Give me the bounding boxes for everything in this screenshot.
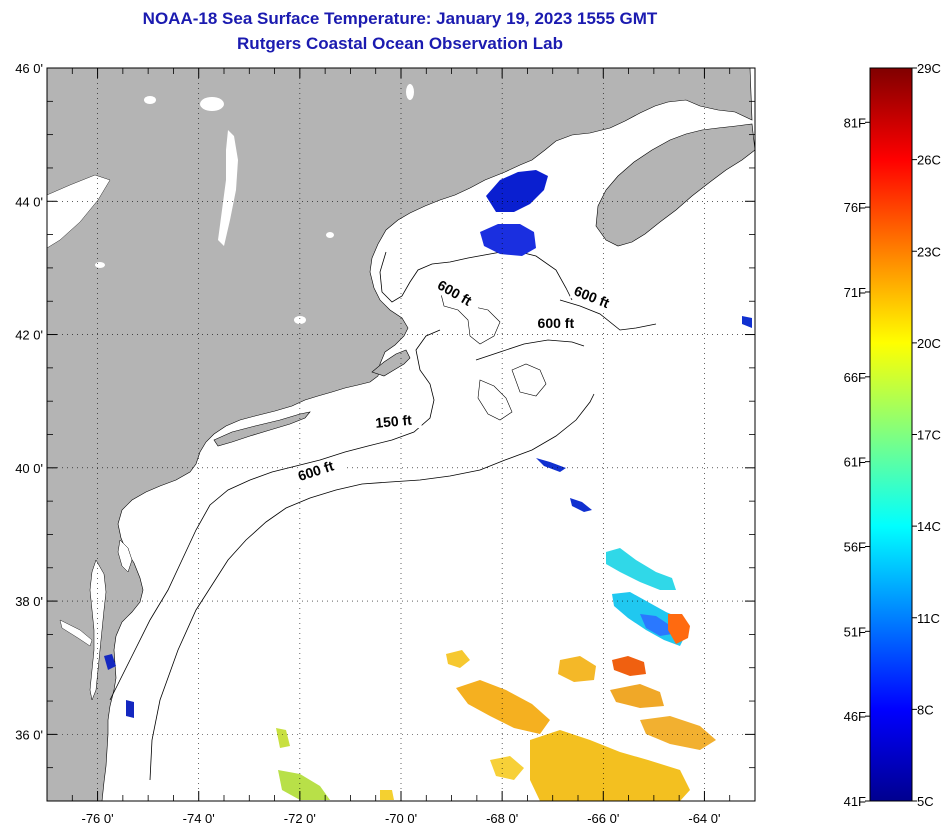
lake-small-6 <box>326 232 334 238</box>
sst-patch-cyan-1 <box>606 548 676 590</box>
lon-tick-label: -74 0' <box>183 811 215 826</box>
colorbar-c-label: 23C <box>917 244 941 259</box>
lat-tick-label: 44 0' <box>15 194 43 209</box>
temperature-colorbar: 29C 26C 23C 20C 17C 14C 11C 8C 5C 81F 76F 71F 66F 61… <box>844 61 941 809</box>
lon-tick-label: -66 0' <box>587 811 619 826</box>
contour-label-bg <box>293 454 345 486</box>
colorbar-f-label: 81F <box>844 115 866 130</box>
colorbar-fahrenheit-labels: 81F 76F 71F 66F 61F 56F 51F 46F 41F <box>844 115 870 809</box>
contour-basin-3 <box>511 363 547 397</box>
lake-small-2 <box>144 96 156 104</box>
sst-patch-green-1 <box>278 770 330 800</box>
contour-150ft <box>109 329 441 701</box>
lon-tick-label: -76 0' <box>82 811 114 826</box>
sst-patch-warm-6 <box>640 716 716 750</box>
sst-patches <box>104 170 752 801</box>
contour-600ft-ne <box>559 299 657 331</box>
lon-tick-label: -64 0' <box>688 811 720 826</box>
colorbar-celsius-labels: 29C 26C 23C 20C 17C 14C 11C 8C 5C <box>912 61 941 809</box>
contour-600ft-gulf <box>379 249 573 303</box>
colorbar-f-label: 61F <box>844 455 866 470</box>
sst-patch-blue-core <box>640 614 672 636</box>
contour-label-bg <box>535 314 584 332</box>
sst-patch-green-2 <box>276 728 290 748</box>
colorbar-c-label: 26C <box>917 153 941 168</box>
contour-label: 600 ft <box>538 315 575 331</box>
contour-label-bg <box>372 410 422 432</box>
contour-600ft-shelf <box>149 393 595 781</box>
lake-small-3 <box>294 316 306 324</box>
lat-tick-label: 46 0' <box>15 61 43 76</box>
land-nova-scotia <box>595 123 755 247</box>
colorbar-f-label: 51F <box>844 624 866 639</box>
sst-patch-ocean-va <box>126 700 134 718</box>
sst-patch-yellow-3 <box>380 790 394 800</box>
colorbar-f-label: 56F <box>844 539 866 554</box>
land-long-island <box>213 411 311 447</box>
sst-patch-warm-1 <box>456 680 550 734</box>
water-delaware-bay <box>117 539 133 573</box>
lon-tick-label: -68 0' <box>486 811 518 826</box>
map-subtitle: Rutgers Coastal Ocean Observation Lab <box>237 34 563 53</box>
land-us-northeast <box>47 68 753 801</box>
contour-label: 150 ft <box>375 412 413 431</box>
sst-patch-warm-7 <box>490 756 524 780</box>
longitude-axis: -76 0' -74 0' -72 0' -70 0' -68 0' -66 0' -64 … <box>46 68 756 826</box>
lat-tick-label: 38 0' <box>15 594 43 609</box>
colorbar-f-label: 71F <box>844 285 866 300</box>
lake-small-5 <box>95 262 105 268</box>
lake-small-4 <box>406 84 414 100</box>
lat-tick-label: 40 0' <box>15 461 43 476</box>
lat-tick-label: 42 0' <box>15 328 43 343</box>
contour-600ft-georges <box>475 339 585 361</box>
colorbar-c-label: 11C <box>917 611 940 626</box>
graticule-grid <box>47 68 755 801</box>
water-potomac <box>59 619 93 647</box>
colorbar-c-label: 29C <box>917 61 941 76</box>
sst-patch-orange-eddy <box>612 656 646 676</box>
sst-patch-warm-4 <box>558 656 596 682</box>
lake-ontario-edge <box>47 174 111 249</box>
colorbar-f-label: 76F <box>844 200 866 215</box>
colorbar-gradient <box>869 67 913 802</box>
colorbar-c-label: 8C <box>917 702 934 717</box>
lon-tick-label: -70 0' <box>385 811 417 826</box>
colorbar-c-label: 17C <box>917 428 941 443</box>
latitude-axis: 46 0' 44 0' 42 0' 40 0' 38 0' 36 0' <box>15 61 755 802</box>
contour-basin-2 <box>477 379 513 421</box>
colorbar-f-label: 41F <box>844 794 866 809</box>
sst-patch-warm-3 <box>610 684 664 708</box>
contour-label-bg <box>432 275 483 315</box>
sst-patch-warm-5 <box>446 650 470 668</box>
lat-tick-label: 36 0' <box>15 727 43 742</box>
sst-patch-nantucket <box>536 458 566 472</box>
land-cape-cod <box>371 349 411 377</box>
lon-tick-label: -72 0' <box>284 811 316 826</box>
map-title: NOAA-18 Sea Surface Temperature: January… <box>142 9 658 28</box>
colorbar-f-label: 46F <box>844 709 866 724</box>
water-chesapeake-bay <box>89 559 107 701</box>
colorbar-c-label: 20C <box>917 336 941 351</box>
sst-patch-chesapeake <box>104 654 116 670</box>
sst-patch-warm-2 <box>530 730 690 801</box>
colorbar-c-label: 5C <box>917 794 934 809</box>
sst-patch-gulf-of-maine-2 <box>480 224 536 256</box>
contour-label-bg <box>569 281 621 316</box>
lake-champlain <box>218 130 238 246</box>
colorbar-c-label: 14C <box>917 519 941 534</box>
sst-patch-orange-ring <box>668 614 690 644</box>
colorbar-f-label: 66F <box>844 370 866 385</box>
lake-small-1 <box>200 97 224 111</box>
sst-patch-ne-1 <box>742 316 752 328</box>
sst-patch-canyon <box>570 498 592 512</box>
